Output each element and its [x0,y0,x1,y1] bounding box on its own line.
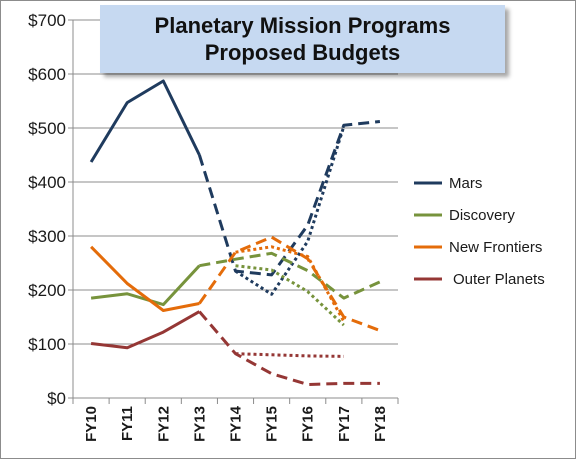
y-tick-label: $0 [47,389,66,408]
series-discovery [90,251,381,327]
axes [68,19,399,404]
series-line-dotted [235,264,345,327]
series-line-dotted [235,352,344,358]
x-tick-labels: FY10 FY11 FY12 FY13 FY14 FY15 FY16 FY17 FY18 [83,405,389,442]
chart-title-box: Planetary Mission Programs Proposed Budg… [100,5,505,73]
series-line-dashed [197,120,381,277]
series-line-solid [90,264,201,307]
y-tick-label: $400 [28,173,66,192]
x-tick-label: FY15 [264,406,281,442]
x-tick-label: FY11 [119,406,136,441]
y-tick-label: $100 [28,335,66,354]
y-tick-label: $500 [28,119,66,138]
x-tick-label: FY17 [336,406,353,442]
series-outer-planets [90,310,380,386]
y-tick-label: $700 [28,11,66,30]
series-mars [89,79,381,296]
x-tick-label: FY18 [372,406,389,442]
x-tick-label: FY16 [300,406,317,442]
x-tick-label: FY10 [83,406,100,442]
series-line-solid [90,310,201,350]
series-line-dashed [198,235,381,332]
series-line-solid [89,79,201,163]
y-tick-label: $200 [28,281,66,300]
x-tick-label: FY14 [228,405,245,442]
series-lines [89,79,381,386]
legend-label: Outer Planets [453,271,545,288]
series-line-dotted [235,245,346,323]
y-tick-labels: $0 $100 $200 $300 $400 $500 $600 $700 [28,11,66,408]
y-tick-label: $300 [28,227,66,246]
series-line-solid [90,245,200,312]
legend: Mars Discovery New Frontiers Outer Planets [414,175,545,288]
legend-label: Mars [449,175,482,192]
y-tick-label: $600 [28,65,66,84]
legend-label: New Frontiers [449,239,542,256]
legend-label: Discovery [449,207,515,224]
chart-title: Planetary Mission Programs Proposed Budg… [154,13,451,65]
x-tick-label: FY12 [155,406,172,442]
x-tick-label: FY13 [191,406,208,442]
series-line-dashed [199,251,381,300]
series-line-dotted [234,125,346,296]
series-new-frontiers [90,235,381,332]
series-line-dashed [198,310,380,386]
